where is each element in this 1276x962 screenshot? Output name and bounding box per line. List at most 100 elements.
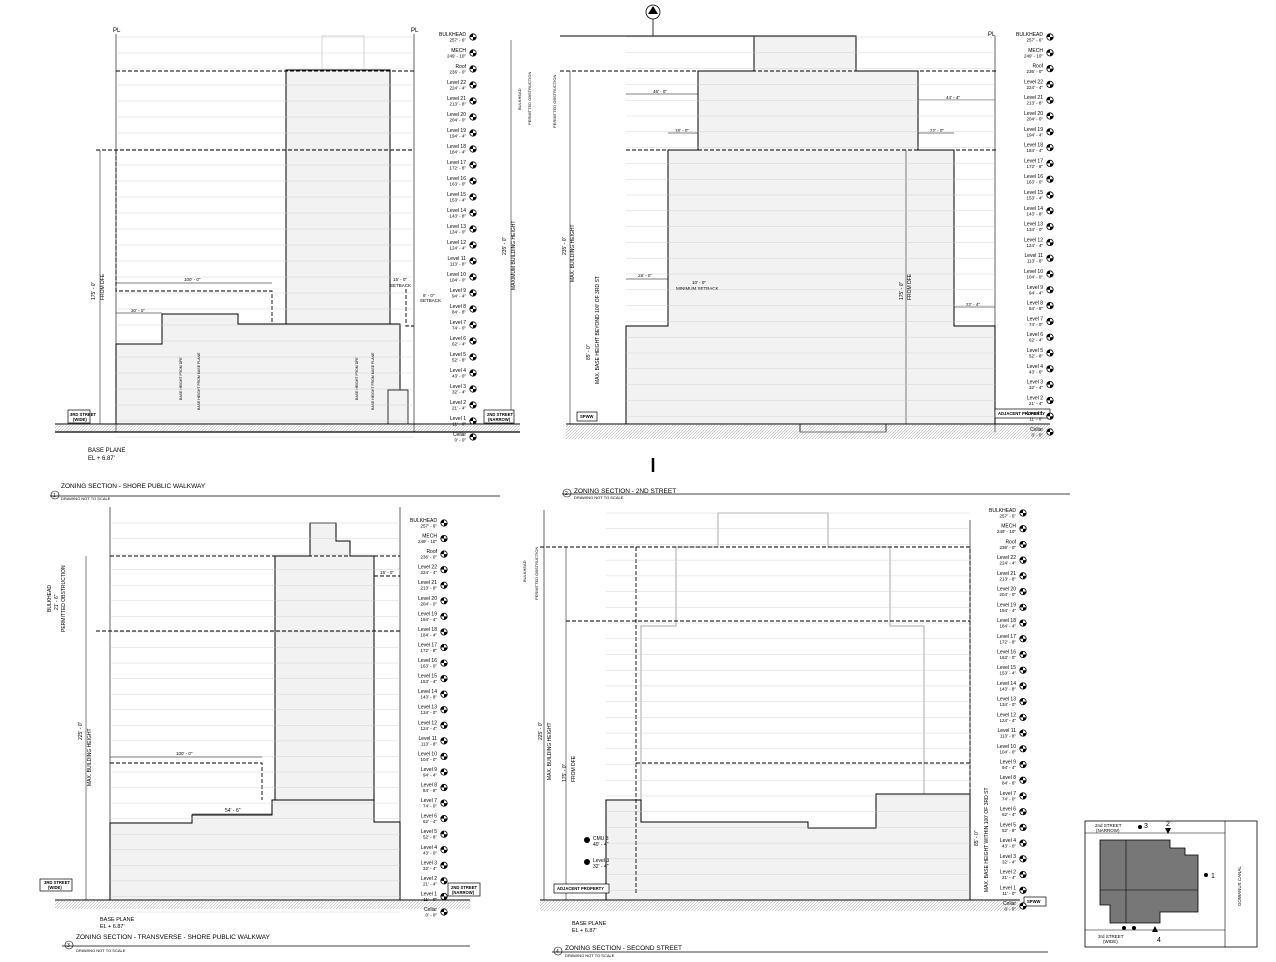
level-elevation: 163' - 0" bbox=[421, 664, 438, 669]
dim-18-s2: 18' - 0" bbox=[675, 128, 689, 133]
level-elevation: 163' - 0" bbox=[1027, 180, 1044, 185]
level-marker-fill bbox=[1019, 729, 1027, 737]
level-name: Level 8 bbox=[1000, 775, 1016, 781]
level-name: MECH bbox=[422, 534, 437, 540]
level-marker-fill bbox=[440, 862, 448, 869]
level-name: MECH bbox=[451, 48, 466, 54]
level-elevation: 52' - 8" bbox=[1029, 354, 1043, 359]
level-marker-fill bbox=[469, 433, 477, 441]
level-marker-fill bbox=[1019, 792, 1027, 800]
setback-s1: SETBACK bbox=[390, 283, 411, 288]
section-1-title: ZONING SECTION - SHORE PUBLIC WALKWAY bbox=[61, 483, 206, 490]
level-marker-fill bbox=[469, 289, 477, 297]
level-name: Level 15 bbox=[1024, 190, 1043, 196]
section-2-building bbox=[625, 35, 996, 425]
level-name: Level 1 bbox=[450, 416, 466, 422]
level-marker-fill bbox=[1046, 349, 1054, 357]
level-marker-fill bbox=[440, 908, 448, 916]
level-elevation: 204' - 0" bbox=[1027, 117, 1044, 122]
level-elevation: 74' - 0" bbox=[423, 804, 437, 809]
level-elevation: 62' - 4" bbox=[423, 819, 437, 824]
level-marker-fill bbox=[440, 722, 448, 729]
level-elevation: 213' - 8" bbox=[1000, 576, 1017, 581]
level-name: Level 7 bbox=[1000, 791, 1016, 797]
level-name: Level 6 bbox=[421, 814, 437, 820]
level-marker-fill bbox=[1019, 556, 1027, 564]
level-marker-fill bbox=[1019, 714, 1027, 721]
level-elevation: 249' - 10" bbox=[1024, 53, 1043, 58]
level-name: MECH bbox=[1028, 48, 1043, 54]
max-base-height-beyond: MAX. BASE HEIGHT BEYOND 100' OF 3RD ST bbox=[595, 276, 601, 384]
level-name: Level 14 bbox=[418, 689, 437, 695]
base-height-base-plane-s1b: BASE HEIGHT FROM BASE PLANE bbox=[371, 352, 375, 410]
level-elevation: 11' - 0" bbox=[1002, 891, 1016, 896]
dim-15-s3: 15' - 0" bbox=[380, 570, 394, 575]
base-plane-s3: BASE PLANE bbox=[100, 917, 135, 923]
level-name: Level 20 bbox=[418, 596, 437, 602]
level-elevation: 224' - 4" bbox=[1027, 85, 1044, 90]
level-name: Level 12 bbox=[418, 720, 437, 726]
level-elevation: 194' - 4" bbox=[1000, 608, 1017, 613]
level-marker-fill bbox=[469, 113, 477, 121]
level-marker-fill bbox=[469, 81, 477, 89]
key-3rd-street: 3rd STREET bbox=[1098, 934, 1124, 939]
level-elevation: 0' - 0" bbox=[426, 913, 438, 918]
level-name: Level 3 bbox=[1027, 380, 1043, 386]
level-elevation: 0' - 0" bbox=[455, 438, 467, 443]
level-elevation: 113' - 8" bbox=[1027, 259, 1044, 264]
level-elevation: 84' - 8" bbox=[452, 310, 466, 315]
level-marker-fill bbox=[1019, 635, 1027, 642]
level-name: Level 12 bbox=[1024, 237, 1043, 243]
svg-text:3RD STREET: 3RD STREET bbox=[70, 412, 97, 417]
key-plan-building bbox=[1099, 839, 1199, 924]
section-2-title: ZONING SECTION - 2ND STREET bbox=[574, 488, 676, 495]
level-name: Level 16 bbox=[1024, 174, 1043, 180]
level-name: Level 13 bbox=[447, 224, 466, 230]
level-marker-fill bbox=[440, 628, 448, 636]
dim-28-s2: 28' - 0" bbox=[638, 273, 652, 278]
svg-text:SPWW: SPWW bbox=[580, 414, 594, 419]
pl-label-s2: PL bbox=[988, 32, 996, 38]
level-elevation: 113' - 8" bbox=[1000, 734, 1017, 739]
level-name: Level 22 bbox=[1024, 79, 1043, 85]
level-marker-fill bbox=[469, 65, 477, 73]
level-name: Level 2 bbox=[1000, 870, 1016, 876]
level-marker-fill bbox=[1019, 588, 1027, 595]
level-name: Level 10 bbox=[1024, 269, 1043, 275]
section-3-tower bbox=[274, 522, 375, 801]
level-marker-fill bbox=[1046, 428, 1054, 436]
level-name: Roof bbox=[1032, 64, 1043, 70]
level-elevation: 204' - 0" bbox=[421, 601, 438, 606]
base-height-from-dfe-s1b: BASE HEIGHT FROM DFE bbox=[355, 357, 359, 400]
key-plan: 2nd STREET (NARROW) 3rd STREET (WIDE) GO… bbox=[1084, 820, 1258, 948]
level-marker-fill bbox=[1019, 698, 1027, 705]
level-name: Level 16 bbox=[997, 649, 1016, 655]
level-name: Level 4 bbox=[1027, 364, 1043, 370]
level-name: Level 19 bbox=[997, 602, 1016, 608]
level-marker-fill bbox=[1046, 144, 1054, 151]
level-elevation: 163' - 0" bbox=[450, 182, 467, 187]
level-name: Level 18 bbox=[447, 144, 466, 150]
svg-text:(NARROW): (NARROW) bbox=[488, 417, 511, 422]
permitted-obstruction-s1: PERMITTED OBSTRUCTION bbox=[527, 72, 532, 125]
base-plane-s4: BASE PLANE bbox=[572, 921, 607, 927]
level-elevation: 224' - 4" bbox=[421, 570, 438, 575]
dim-85-s2: 85' - 0" bbox=[586, 344, 592, 360]
base-plane-el-s1: EL + 6.87' bbox=[88, 456, 115, 462]
level-marker-fill bbox=[440, 613, 448, 620]
level-name: Level 6 bbox=[450, 336, 466, 342]
level-elevation: 84' - 8" bbox=[1029, 306, 1043, 311]
level-elevation: 172' - 8" bbox=[1000, 639, 1017, 644]
level-name: Roof bbox=[1005, 539, 1016, 545]
level-name: Level 9 bbox=[421, 767, 437, 773]
level-name: Cellar bbox=[424, 907, 437, 913]
max-bldg-height-s2: MAX. BUILDING HEIGHT bbox=[570, 224, 576, 282]
level-elevation: 236' - 0" bbox=[421, 555, 438, 560]
svg-text:(NARROW): (NARROW) bbox=[452, 890, 475, 895]
section-2-2nd-street: PL 235' - 0" MAX. BUILDING HEIGHT PERMIT… bbox=[552, 4, 1070, 500]
max-bldg-height-s3: MAX. BUILDING HEIGHT bbox=[87, 728, 93, 786]
level-name: Cellar bbox=[1003, 901, 1016, 907]
